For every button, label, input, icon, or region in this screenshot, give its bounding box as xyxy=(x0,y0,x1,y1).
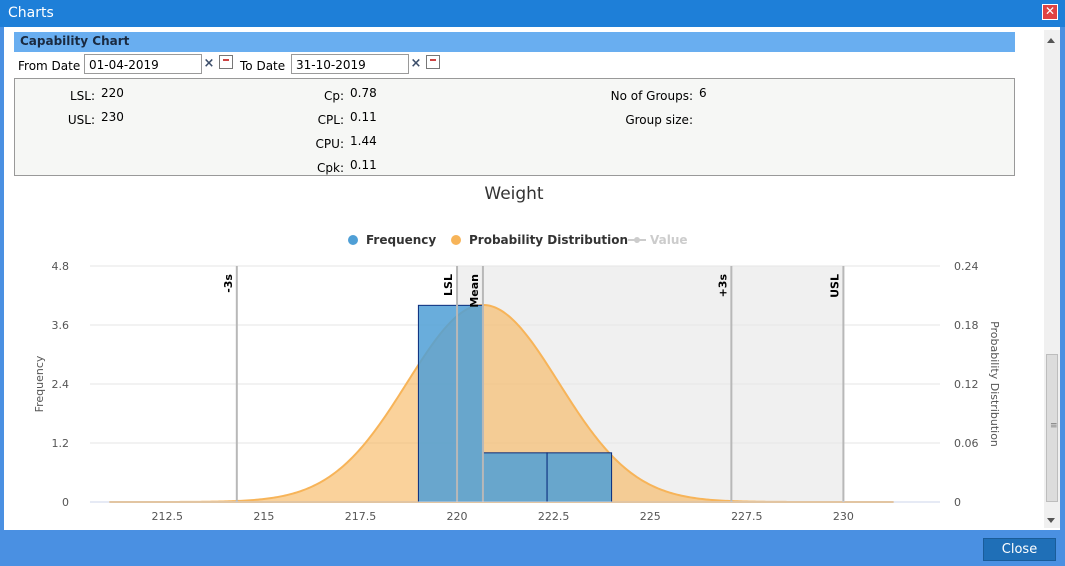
panel-header: Capability Chart xyxy=(14,32,1015,52)
y-right-tick-label: 0.12 xyxy=(954,378,979,391)
y-left-tick-label: 4.8 xyxy=(52,260,70,273)
legend-marker-probability xyxy=(451,235,461,245)
scroll-down-icon[interactable] xyxy=(1047,518,1055,523)
legend-label-frequency: Frequency xyxy=(366,233,436,247)
cpu-value: 1.44 xyxy=(350,134,377,148)
x-tick-label: 230 xyxy=(833,510,854,523)
y-right-tick-label: 0.06 xyxy=(954,437,979,450)
x-tick-label: 217.5 xyxy=(345,510,377,523)
x-tick-label: 220 xyxy=(447,510,468,523)
group-size-label: Group size: xyxy=(625,113,693,127)
panel-title: Capability Chart xyxy=(20,34,130,48)
reference-line-label: -3s xyxy=(222,274,235,293)
window-title: Charts xyxy=(8,5,54,21)
date-filter-row: From Date 01-04-2019 × To Date 31-10-201… xyxy=(14,53,1015,77)
usl-value: 230 xyxy=(101,110,124,124)
window-titlebar: Charts ✕ xyxy=(0,0,1065,27)
cpk-label: Cpk: xyxy=(317,161,344,175)
to-date-label: To Date xyxy=(240,59,286,73)
x-tick-label: 215 xyxy=(253,510,274,523)
lsl-label: LSL: xyxy=(69,89,95,103)
x-tick-label: 227.5 xyxy=(731,510,763,523)
reference-line-label: Mean xyxy=(468,274,481,308)
frequency-bar xyxy=(482,452,548,503)
cpu-label: CPU: xyxy=(315,137,344,151)
reference-line-label: +3s xyxy=(716,274,729,298)
x-tick-label: 225 xyxy=(640,510,661,523)
groups-value: 6 xyxy=(699,86,707,100)
y-left-tick-label: 2.4 xyxy=(52,378,70,391)
cp-value: 0.78 xyxy=(350,86,377,100)
y-left-tick-label: 3.6 xyxy=(52,319,70,332)
frequency-bar xyxy=(417,304,484,503)
legend-marker-value xyxy=(634,237,640,243)
dialog-content: Capability Chart From Date 01-04-2019 × … xyxy=(4,27,1060,530)
to-date-clear-icon[interactable]: × xyxy=(410,56,422,71)
from-date-input[interactable]: 01-04-2019 xyxy=(84,54,202,74)
from-date-clear-icon[interactable]: × xyxy=(203,56,215,71)
y-right-tick-label: 0 xyxy=(954,496,961,509)
lsl-value: 220 xyxy=(101,86,124,100)
to-date-input[interactable]: 31-10-2019 xyxy=(291,54,409,74)
cpk-value: 0.11 xyxy=(350,158,377,172)
cpl-label: CPL: xyxy=(317,113,344,127)
scrollbar-thumb[interactable]: ≡ xyxy=(1046,354,1058,502)
close-button[interactable]: Close xyxy=(983,538,1056,561)
usl-label: USL: xyxy=(67,113,95,127)
from-date-calendar-icon[interactable] xyxy=(219,55,233,69)
legend-label-value: Value xyxy=(650,233,688,247)
x-tick-label: 212.5 xyxy=(152,510,184,523)
to-date-calendar-icon[interactable] xyxy=(426,55,440,69)
y-left-tick-label: 1.2 xyxy=(52,437,70,450)
reference-line-label: USL xyxy=(828,274,841,298)
legend-label-probability: Probability Distribution xyxy=(469,233,628,247)
y-right-tick-label: 0.18 xyxy=(954,319,979,332)
y-right-axis-title: Probability Distribution xyxy=(988,321,1001,447)
grip-icon: ≡ xyxy=(1050,421,1058,431)
close-icon[interactable]: ✕ xyxy=(1042,4,1058,20)
close-button-label: Close xyxy=(1001,542,1038,557)
groups-label: No of Groups: xyxy=(610,89,693,103)
from-date-label: From Date xyxy=(18,59,81,73)
vertical-scrollbar[interactable]: ≡ xyxy=(1044,30,1060,528)
chart-title: Weight xyxy=(484,184,544,204)
scroll-up-icon[interactable] xyxy=(1047,38,1055,43)
y-left-axis-title: Frequency xyxy=(33,355,46,412)
cpl-value: 0.11 xyxy=(350,110,377,124)
x-tick-label: 222.5 xyxy=(538,510,570,523)
frequency-bar xyxy=(546,452,613,503)
legend-marker-frequency xyxy=(348,235,358,245)
reference-line-label: LSL xyxy=(442,274,455,296)
capability-stats: LSL: 220 USL: 230 Cp: 0.78 CPL: 0.11 CPU… xyxy=(14,78,1015,176)
y-right-tick-label: 0.24 xyxy=(954,260,979,273)
y-left-tick-label: 0 xyxy=(62,496,69,509)
capability-chart: Weight Frequency Probability Distribution V… xyxy=(33,184,1001,523)
cp-label: Cp: xyxy=(323,89,344,103)
